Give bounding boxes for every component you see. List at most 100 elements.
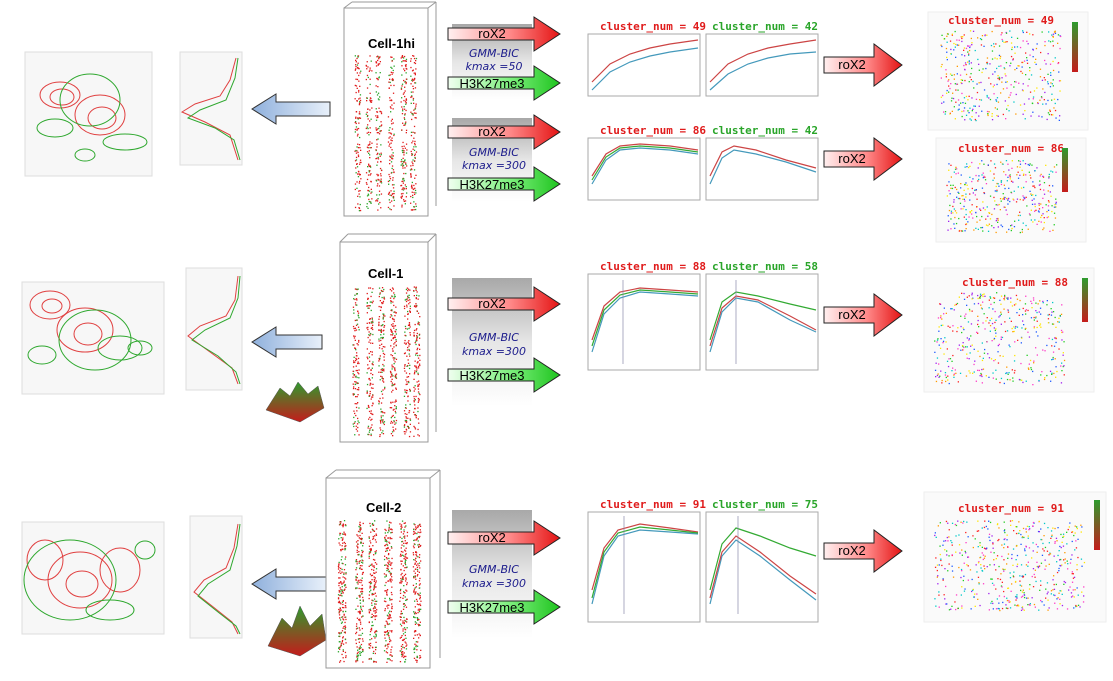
- scatter-point: [354, 376, 356, 378]
- scatter-point: [969, 118, 971, 120]
- scatter-point: [405, 542, 407, 544]
- scatter-point: [995, 369, 997, 371]
- scatter-point: [360, 579, 362, 581]
- scatter-point: [1047, 99, 1049, 102]
- scatter-point: [378, 338, 380, 340]
- scatter-point: [393, 171, 395, 173]
- scatter-point: [998, 65, 1000, 67]
- scatter-point: [946, 51, 948, 53]
- scatter-point: [1025, 528, 1027, 530]
- scatter-point: [991, 58, 994, 60]
- scatter-point: [367, 336, 369, 339]
- scatter-point: [354, 339, 356, 341]
- scatter-point: [361, 538, 363, 541]
- scatter-point: [355, 639, 357, 641]
- scatter-point: [405, 188, 407, 190]
- scatter-point: [374, 652, 376, 655]
- scatter-point: [405, 553, 407, 555]
- scatter-point: [971, 213, 973, 215]
- scatter-point: [416, 564, 418, 566]
- scatter-point: [1077, 594, 1079, 596]
- scatter-point: [1049, 41, 1052, 43]
- scatter-point: [405, 404, 407, 406]
- scatter-point: [373, 588, 375, 590]
- scatter-point: [359, 72, 361, 74]
- scatter-point: [386, 565, 389, 567]
- scatter-point: [963, 198, 965, 200]
- scatter-point: [384, 609, 386, 612]
- scatter-point: [964, 346, 967, 348]
- scatter-point: [403, 55, 406, 58]
- scatter-point: [945, 376, 947, 379]
- scatter-point: [965, 64, 967, 66]
- scatter-point: [991, 322, 994, 325]
- scatter-point: [944, 598, 946, 600]
- scatter-point: [1049, 109, 1051, 111]
- scatter-point: [991, 113, 993, 115]
- scatter-point: [380, 111, 383, 113]
- svg-text:H3K27me3: H3K27me3: [459, 76, 524, 91]
- scatter-point: [990, 83, 992, 85]
- scatter-point: [936, 341, 938, 343]
- scatter-point: [1038, 202, 1040, 205]
- scatter-point: [968, 358, 970, 360]
- scatter-point: [365, 65, 368, 67]
- scatter-point: [357, 118, 359, 120]
- scatter-point: [411, 191, 413, 193]
- scatter-point: [405, 547, 407, 549]
- scatter-point: [1001, 586, 1003, 588]
- scatter-point: [942, 342, 944, 344]
- scatter-point: [402, 603, 405, 605]
- scatter-point: [1056, 164, 1058, 166]
- scatter-point: [355, 375, 357, 377]
- scatter-point: [386, 558, 388, 560]
- scatter-point: [967, 188, 969, 190]
- scatter-point: [368, 171, 370, 173]
- scatter-point: [999, 609, 1001, 612]
- scatter-point: [957, 381, 959, 383]
- scatter-point: [994, 190, 996, 192]
- scatter-point: [1003, 308, 1005, 310]
- scatter-point: [338, 572, 340, 574]
- scatter-point: [947, 540, 949, 542]
- scatter-point: [418, 333, 421, 335]
- scatter-point: [417, 623, 419, 625]
- scatter-point: [1010, 225, 1012, 227]
- scatter-point: [951, 370, 953, 372]
- scatter-point: [371, 564, 373, 566]
- scatter-point: [401, 540, 404, 543]
- scatter-point: [948, 220, 950, 222]
- scatter-point: [355, 304, 357, 306]
- scatter-point: [404, 101, 407, 103]
- scatter-point: [1044, 350, 1046, 352]
- scatter-point: [1009, 520, 1012, 522]
- scatter-point: [390, 563, 392, 565]
- scatter-point: [358, 182, 360, 184]
- scatter-point: [400, 531, 402, 533]
- scatter-point: [967, 321, 970, 323]
- scatter-point: [1055, 201, 1057, 203]
- scatter-point: [1015, 93, 1017, 96]
- scatter-point: [407, 296, 409, 298]
- scatter-point: [366, 327, 368, 329]
- scatter-point: [355, 149, 357, 152]
- scatter-point: [982, 294, 984, 296]
- scatter-point: [400, 650, 402, 652]
- scatter-point: [389, 599, 391, 601]
- scatter-point: [981, 160, 983, 162]
- scatter-point: [371, 291, 373, 293]
- scatter-point: [950, 176, 952, 178]
- scatter-point: [376, 139, 378, 141]
- scatter-point: [344, 588, 346, 590]
- scatter-point: [369, 393, 371, 395]
- scatter-point: [356, 355, 358, 357]
- scatter-point: [1047, 322, 1050, 324]
- scatter-point: [370, 589, 372, 591]
- scatter-point: [1082, 601, 1085, 603]
- scatter-point: [934, 340, 936, 342]
- scatter-point: [1026, 40, 1028, 42]
- scatter-point: [368, 594, 370, 596]
- scatter-point: [360, 161, 362, 164]
- scatter-point: [995, 588, 997, 590]
- scatter-point: [371, 602, 373, 604]
